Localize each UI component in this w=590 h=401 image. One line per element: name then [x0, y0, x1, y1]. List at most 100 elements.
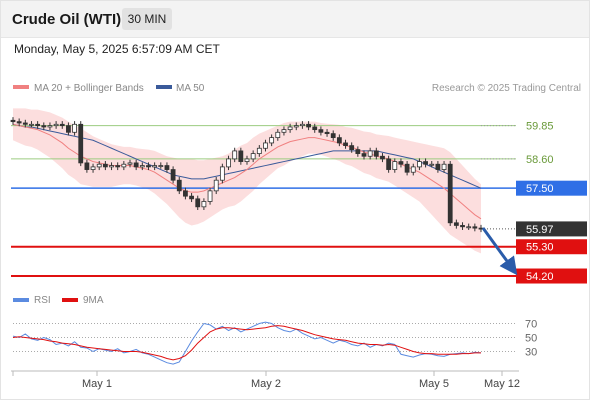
candle-body — [256, 147, 262, 154]
level-tag-58.60 — [516, 151, 587, 167]
level-tag-label: 54.20 — [526, 271, 554, 283]
ma50-legend-label: MA 50 — [176, 83, 205, 94]
candle-body — [312, 126, 318, 131]
level-tag-label: 58.60 — [526, 154, 554, 166]
candle-body — [441, 163, 447, 170]
candle-body — [59, 123, 65, 127]
x-tick-label: May 1 — [82, 378, 112, 390]
candle-body — [78, 123, 84, 164]
bollinger-bands — [13, 108, 481, 254]
candle-body — [306, 123, 311, 128]
candle-body — [324, 131, 330, 135]
candle-body — [115, 165, 121, 168]
level-tag-55.97 — [516, 221, 587, 237]
candle-body — [355, 149, 361, 154]
rsi-line — [12, 321, 482, 365]
rsi-legend-label: RSI — [34, 295, 51, 306]
candle-body — [293, 125, 299, 128]
credit-label: Research © 2025 Trading Central — [432, 83, 581, 94]
candle-body — [423, 161, 428, 165]
candle-body — [47, 125, 53, 128]
candle-body — [367, 150, 373, 157]
rsi-legend-swatch — [13, 298, 29, 302]
candle-body — [35, 123, 41, 127]
candle-body — [176, 179, 182, 192]
candle-body — [195, 198, 201, 208]
candle-body — [318, 129, 324, 133]
ma20-line — [12, 123, 482, 220]
candle-body — [447, 163, 453, 224]
candle-body — [300, 123, 305, 127]
candle-body — [269, 137, 275, 144]
candle-body — [435, 163, 441, 170]
candles — [10, 117, 484, 233]
header-bar: Crude Oil (WTI) 30 MIN — [1, 1, 589, 38]
candle-body — [146, 165, 151, 168]
candle-body — [133, 162, 139, 168]
rsi-ma-line — [12, 325, 481, 361]
candle-body — [90, 166, 96, 170]
level-lines — [11, 125, 516, 278]
candle-body — [275, 131, 281, 139]
rsi-panel: 70 50 30 — [12, 319, 537, 365]
candle-body — [84, 162, 90, 170]
candle-body — [189, 195, 194, 200]
candle-body — [232, 150, 238, 160]
datetime-label: Monday, May 5, 2025 6:57:09 AM CET — [14, 42, 220, 56]
candle-body — [66, 125, 71, 133]
candle-body — [404, 163, 410, 173]
level-tag-55.30 — [516, 239, 587, 255]
candle-body — [392, 161, 398, 170]
candle-body — [121, 163, 127, 168]
candle-body — [287, 126, 293, 131]
candle-body — [201, 201, 207, 208]
candle-body — [152, 165, 158, 168]
candle-body — [22, 122, 28, 125]
candle-body — [263, 142, 268, 149]
candle-body — [472, 226, 478, 229]
candle-body — [466, 226, 472, 229]
candle-body — [336, 137, 342, 144]
candle-body — [158, 165, 164, 167]
level-tag-label: 55.30 — [526, 242, 554, 254]
candle-body — [361, 153, 367, 157]
candle-body — [380, 155, 385, 160]
instrument-title: Crude Oil (WTI) — [12, 11, 122, 28]
candle-body — [330, 133, 336, 139]
candle-body — [238, 150, 244, 162]
candle-body — [213, 179, 219, 192]
level-tag-label: 57.50 — [526, 183, 554, 195]
candle-body — [429, 163, 435, 166]
candle-body — [250, 153, 256, 160]
timeframe-badge[interactable]: 30 MIN — [122, 8, 172, 30]
level-tag-59.85 — [516, 118, 587, 134]
candle-body — [96, 163, 102, 168]
x-axis-ticks: May 1 May 2 May 5 May 12 — [12, 371, 520, 390]
candle-body — [453, 222, 459, 226]
candle-body — [386, 158, 392, 170]
candle-body — [109, 165, 114, 168]
candle-body — [410, 166, 416, 173]
candle-body — [183, 190, 188, 197]
ma20-path — [12, 123, 482, 220]
candle-body — [53, 123, 59, 127]
x-tick-label: May 5 — [419, 378, 449, 390]
rsi-tick-label: 30 — [525, 347, 537, 359]
candle-body — [139, 165, 145, 168]
level-tag-54.20 — [516, 268, 587, 284]
candle-body — [373, 150, 379, 157]
level-tags: 59.85 58.60 57.50 55.97 55.30 54.20 — [516, 118, 587, 284]
ma50-legend-swatch — [156, 85, 172, 89]
candle-body — [281, 129, 287, 133]
candle-body — [207, 190, 213, 202]
candle-body — [41, 125, 47, 128]
candle-body — [29, 123, 34, 126]
rsi-tick-label: 50 — [525, 333, 537, 345]
x-tick-label: May 12 — [484, 378, 520, 390]
candle-body — [343, 142, 348, 146]
candle-body — [127, 162, 133, 165]
candle-body — [16, 121, 22, 124]
level-tag-label: 59.85 — [526, 121, 554, 133]
